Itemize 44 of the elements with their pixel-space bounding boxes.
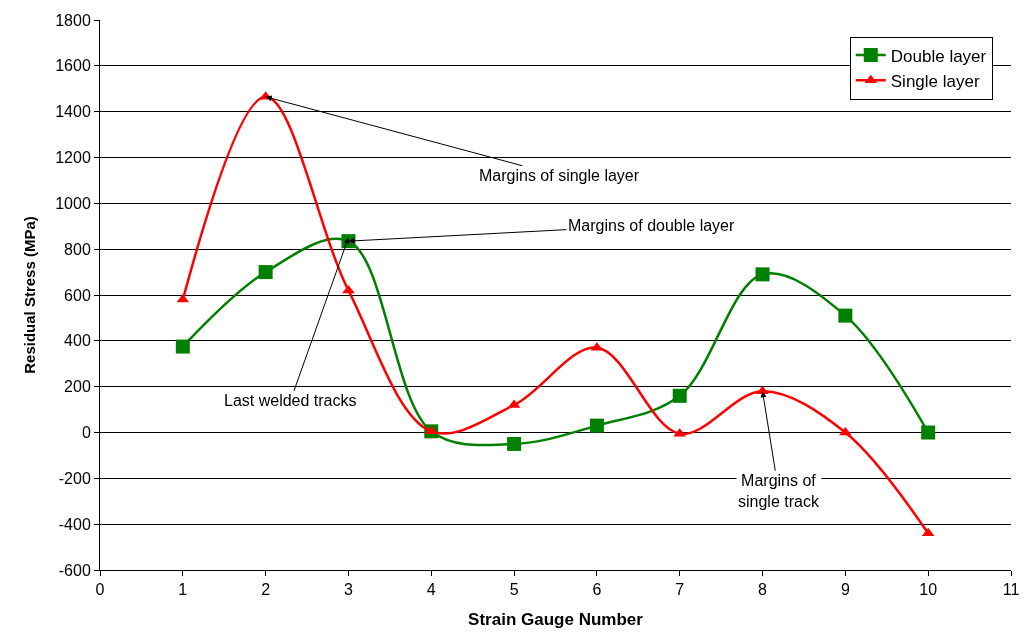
y-tick-label: 800 [64,240,91,258]
y-tick-label: 0 [81,424,91,442]
legend-label: Single layer [890,71,980,91]
x-tick-label: 8 [758,581,768,599]
x-tick-label: 2 [261,581,271,599]
y-tick-label: -400 [58,515,91,533]
annotation: Last welded tracks [224,392,357,409]
point [672,388,687,403]
point [921,425,936,440]
x-tick-label: 9 [840,581,850,599]
y-tick-label: -200 [58,469,91,487]
x-axis-title: Strain Gauge Number [468,609,644,629]
annotation: Margins of double layer [568,217,735,234]
y-tick-label: 200 [64,378,91,396]
point [589,418,604,433]
point [507,436,522,451]
y-tick-label: 600 [64,286,91,304]
legend-label: Double layer [890,46,987,66]
point [921,527,935,537]
annotation: Margins of single layer [479,167,640,184]
y-tick-label: 1000 [55,194,91,212]
y-axis-title: Residual Stress (MPa) [21,216,39,374]
annotation: Margins of single track [738,472,820,510]
x-tick-label: 0 [95,581,105,599]
point [258,265,273,280]
y-tick-label: 1800 [55,11,91,29]
x-tick-label: 1 [178,581,188,599]
x-tick-label: 6 [592,581,602,599]
point [755,267,770,282]
x-tick-label: 7 [675,581,685,599]
x-tick-label: 3 [344,581,353,599]
x-tick-label: 10 [919,581,938,599]
y-tick-label: 1600 [55,57,91,75]
x-tick-label: 11 [1002,581,1020,599]
x-tick-label: 5 [509,581,519,599]
x-tick-label: 4 [426,581,436,599]
point [175,339,190,354]
point [838,308,853,323]
y-tick-label: 400 [64,332,91,350]
y-tick-label: 1200 [55,149,91,167]
y-tick-label: -600 [58,561,91,579]
y-tick-label: 1400 [55,103,91,121]
point [424,425,438,435]
point [342,284,355,294]
